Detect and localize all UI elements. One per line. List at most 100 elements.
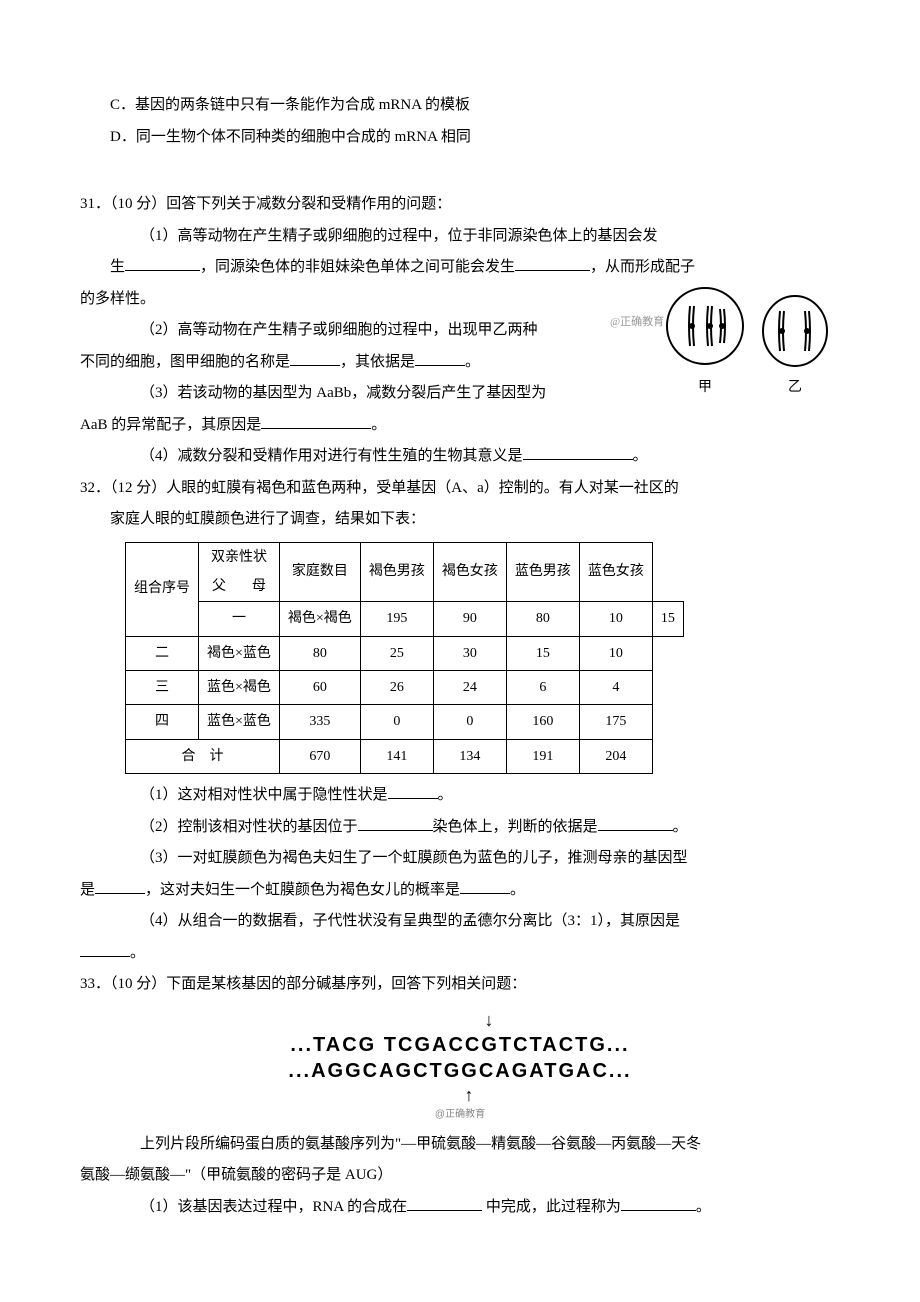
text: 。 [438, 787, 453, 803]
table-total-row: 合 计 670 141 134 191 204 [126, 739, 684, 773]
blank [388, 783, 438, 799]
cell: 195 [360, 602, 433, 636]
blank [523, 444, 633, 460]
text: （2）控制该相对性状的基因位于 [140, 819, 358, 835]
table-header-row: 组合序号 双亲性状 父 母 家庭数目 褐色男孩 褐色女孩 蓝色男孩 蓝色女孩 [126, 542, 684, 602]
cell: 26 [360, 671, 433, 705]
cell-diagram-icon: 甲 乙 [660, 281, 840, 401]
cell: 三 [126, 671, 199, 705]
cell: 4 [579, 671, 652, 705]
text: 生 [110, 259, 125, 275]
cell: 二 [126, 636, 199, 670]
text: ，这对夫妇生一个虹膜颜色为褐色女儿的概率是 [145, 882, 460, 898]
cell: 141 [360, 739, 433, 773]
cell: 80 [279, 636, 360, 670]
blank [290, 350, 340, 366]
text: 染色体上，判断的依据是 [433, 819, 598, 835]
table-row: 一 褐色×褐色 195 90 80 10 15 [126, 602, 684, 636]
cell: 蓝色×蓝色 [199, 705, 280, 739]
cell: 175 [579, 705, 652, 739]
text: 。 [510, 882, 525, 898]
watermark-text: @正确教育 [80, 1108, 840, 1121]
blank [407, 1195, 482, 1211]
th-families: 家庭数目 [279, 542, 360, 602]
q33-sequence-figure: ↓ ...TACG TCGACCGTCTACTG... ...AGGCAGCTG… [80, 1009, 840, 1121]
q33-stem: 33．（10 分）下面是某核基因的部分碱基序列，回答下列相关问题： [80, 969, 840, 1001]
q30-option-c: C．基因的两条链中只有一条能作为合成 mRNA 的模板 [80, 90, 840, 122]
th-combo: 组合序号 [126, 542, 199, 636]
q32-p3-line2: 是 ，这对夫妇生一个虹膜颜色为褐色女儿的概率是 。 [80, 875, 840, 907]
seq-line-1: ...TACG TCGACCGTCTACTG... [80, 1032, 840, 1058]
blank [460, 878, 510, 894]
cell: 204 [579, 739, 652, 773]
q32-p3-line1: （3）一对虹膜颜色为褐色夫妇生了一个虹膜颜色为蓝色的儿子，推测母亲的基因型 [80, 843, 840, 875]
q31-p3-line1: （3）若该动物的基因型为 AaBb，减数分裂后产生了基因型为 [80, 378, 640, 410]
cell: 24 [433, 671, 506, 705]
cell: 60 [279, 671, 360, 705]
th-brown-girl: 褐色女孩 [433, 542, 506, 602]
cell: 670 [279, 739, 360, 773]
cell: 一 [199, 602, 280, 636]
cell: 15 [652, 602, 683, 636]
q31-p3-line2: AaB 的异常配子，其原因是。 [80, 410, 640, 442]
cell: 0 [433, 705, 506, 739]
svg-text:乙: 乙 [788, 379, 802, 395]
blank [358, 815, 433, 831]
q32-p4-line2: 。 [80, 938, 840, 970]
text: 。 [673, 819, 688, 835]
q31-p1-line1: （1）高等动物在产生精子或卵细胞的过程中，位于非同源染色体上的基因会发 [80, 221, 840, 253]
cell: 褐色×蓝色 [199, 636, 280, 670]
text: 中完成，此过程称为 [482, 1199, 621, 1215]
cell: 0 [360, 705, 433, 739]
cell: 10 [579, 636, 652, 670]
q32-p1: （1）这对相对性状中属于隐性性状是。 [80, 780, 840, 812]
text: （1）该基因表达过程中，RNA 的合成在 [140, 1199, 407, 1215]
cell: 160 [506, 705, 579, 739]
arrow-down-icon: ↓ [140, 1009, 840, 1032]
blank [125, 255, 200, 271]
text: ，其依据是 [340, 354, 415, 370]
table-row: 三 蓝色×褐色 60 26 24 6 4 [126, 671, 684, 705]
q31-p4: （4）减数分裂和受精作用对进行有性生殖的生物其意义是 。 [80, 441, 840, 473]
th-parents: 双亲性状 父 母 [199, 542, 280, 602]
text: ，同源染色体的非姐妹染色单体之间可能会发生 [200, 259, 515, 275]
q31-p2-line1: （2）高等动物在产生精子或卵细胞的过程中，出现甲乙两种 [80, 315, 640, 347]
text: （4）减数分裂和受精作用对进行有性生殖的生物其意义是 [140, 448, 523, 464]
th-parents-top: 双亲性状 [211, 543, 267, 572]
cell: 25 [360, 636, 433, 670]
cell: 15 [506, 636, 579, 670]
q31-figure: @正确教育 甲 乙 [660, 281, 840, 401]
cell: 335 [279, 705, 360, 739]
cell: 蓝色×褐色 [199, 671, 280, 705]
q31-p1-line2: 生 ，同源染色体的非姐妹染色单体之间可能会发生 ，从而形成配子 [80, 252, 840, 284]
q32-stem-line2: 家庭人眼的虹膜颜色进行了调查，结果如下表： [80, 504, 840, 536]
q31-p2-line2: 不同的细胞，图甲细胞的名称是，其依据是。 [80, 347, 640, 379]
q32-p4-line1: （4）从组合一的数据看，子代性状没有呈典型的孟德尔分离比（3：1），其原因是 [80, 906, 840, 938]
q33-p1: （1）该基因表达过程中，RNA 的合成在 中完成，此过程称为 。 [80, 1192, 840, 1224]
th-mother: 母 [252, 572, 266, 601]
blank [95, 878, 145, 894]
text: 。 [130, 945, 145, 961]
text: 。 [633, 448, 648, 464]
blank [621, 1195, 696, 1211]
th-blue-girl: 蓝色女孩 [579, 542, 652, 602]
text: ，从而形成配子 [590, 259, 695, 275]
q32-stem-line1: 32．（12 分）人眼的虹膜有褐色和蓝色两种，受单基因（A、a）控制的。有人对某… [80, 473, 840, 505]
blank [598, 815, 673, 831]
blank [515, 255, 590, 271]
cell: 6 [506, 671, 579, 705]
blank [261, 413, 371, 429]
blank [415, 350, 465, 366]
text: 是 [80, 882, 95, 898]
q31-stem: 31．（10 分）回答下列关于减数分裂和受精作用的问题： [80, 189, 840, 221]
arrow-up-icon: ↑ [100, 1084, 840, 1107]
cell: 90 [433, 602, 506, 636]
blank [80, 941, 130, 957]
cell: 80 [506, 602, 579, 636]
svg-text:甲: 甲 [698, 380, 712, 395]
cell-total-label: 合 计 [126, 739, 280, 773]
cell: 191 [506, 739, 579, 773]
table-row: 二 褐色×蓝色 80 25 30 15 10 [126, 636, 684, 670]
text: 。 [696, 1199, 711, 1215]
text: 。 [465, 354, 480, 370]
